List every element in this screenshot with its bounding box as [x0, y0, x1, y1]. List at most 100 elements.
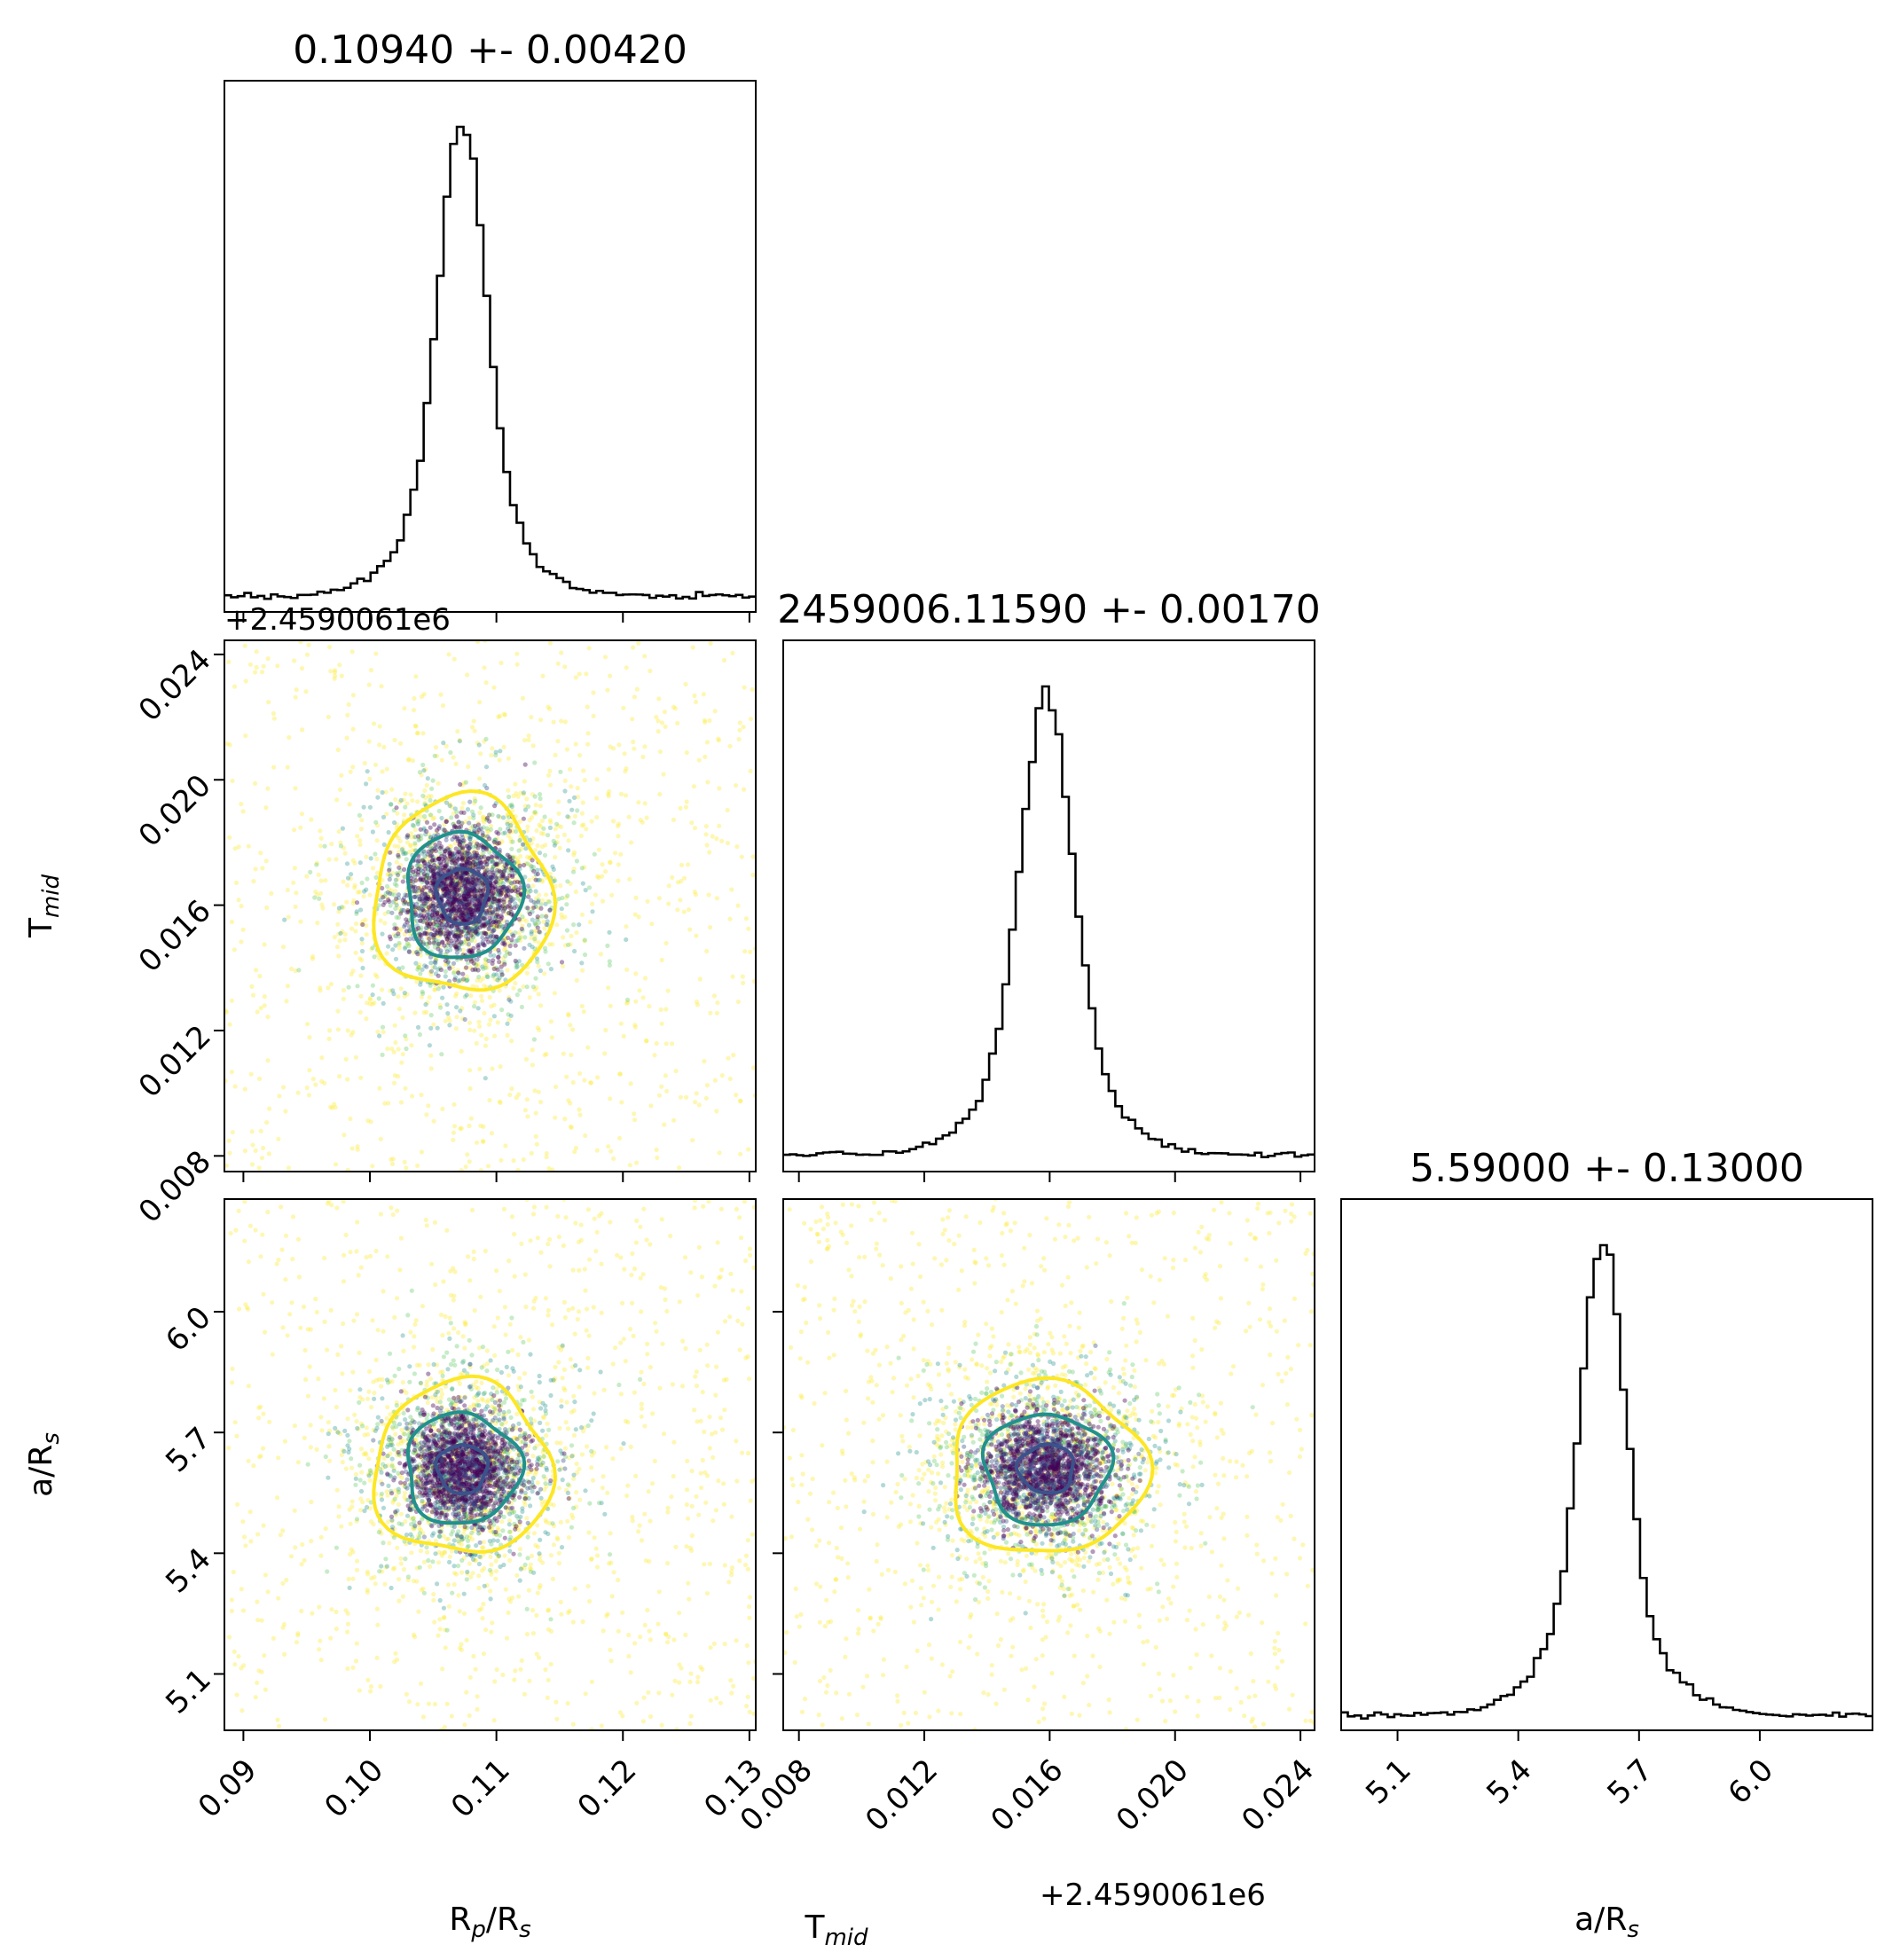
scatter-point: [494, 829, 499, 835]
scatter-point: [747, 1246, 752, 1251]
scatter-point: [632, 694, 638, 700]
scatter-point: [420, 869, 426, 874]
scatter-point: [460, 876, 466, 882]
scatter-point: [467, 1561, 472, 1566]
scatter-point: [499, 660, 504, 666]
scatter-point: [547, 942, 553, 947]
scatter-point: [654, 1147, 659, 1153]
scatter-point: [423, 904, 428, 909]
scatter-point: [432, 878, 437, 884]
scatter-point: [584, 671, 589, 677]
scatter-point: [406, 948, 412, 953]
scatter-point: [437, 856, 443, 861]
scatter-point: [290, 1257, 295, 1262]
scatter-point: [593, 892, 599, 898]
scatter-point: [456, 936, 462, 941]
scatter-point: [507, 910, 513, 915]
scatter-point: [396, 1442, 401, 1447]
scatter-point: [675, 720, 680, 726]
scatter-point: [430, 849, 436, 854]
scatter-point: [644, 1038, 649, 1043]
scatter-point: [518, 1666, 523, 1672]
scatter-point: [625, 1483, 631, 1488]
scatter-point: [517, 988, 522, 993]
scatter-point: [251, 1463, 256, 1469]
scatter-point: [468, 864, 475, 869]
scatter-point: [412, 894, 417, 900]
scatter-point: [276, 1595, 281, 1601]
scatter-point: [498, 814, 503, 820]
scatter-point: [539, 913, 545, 919]
scatter-point: [506, 888, 511, 893]
scatter-point: [747, 1615, 752, 1620]
scatter-point: [317, 1604, 322, 1610]
scatter-point: [472, 896, 477, 901]
scatter-point: [693, 892, 699, 898]
scatter-point: [481, 888, 486, 893]
scatter-point: [546, 1165, 552, 1171]
scatter-point: [420, 887, 425, 893]
scatter-point: [380, 885, 385, 891]
scatter-point: [703, 824, 709, 829]
scatter-point: [524, 796, 530, 802]
scatter-point: [514, 964, 520, 969]
scatter-point: [241, 1608, 247, 1613]
scatter-point: [451, 1326, 457, 1331]
scatter-point: [370, 1447, 375, 1453]
scatter-point: [357, 842, 363, 848]
scatter-point: [490, 875, 495, 881]
scatter-point: [509, 932, 515, 937]
scatter-point: [357, 956, 363, 961]
scatter-point: [607, 1561, 612, 1566]
scatter-point: [413, 960, 419, 966]
scatter-point: [727, 1314, 733, 1320]
scatter-point: [449, 904, 454, 909]
scatter-point: [465, 880, 471, 885]
scatter-point: [503, 906, 508, 911]
scatter-point: [430, 1347, 436, 1352]
scatter-point: [586, 1530, 592, 1535]
scatter-point: [431, 1592, 436, 1597]
scatter-point: [499, 898, 505, 903]
scatter-point: [404, 1691, 409, 1697]
scatter-point: [701, 692, 706, 697]
scatter-point: [527, 1678, 532, 1683]
scatter-point: [392, 1023, 397, 1028]
scatter-point: [328, 982, 334, 987]
scatter-point: [322, 1080, 327, 1086]
scatter-point: [494, 919, 499, 924]
scatter-point: [625, 1420, 631, 1425]
scatter-point: [439, 815, 444, 821]
scatter-point: [232, 1084, 238, 1089]
scatter-point: [624, 665, 629, 670]
scatter-point: [486, 828, 491, 835]
scatter-point: [475, 858, 480, 864]
scatter-point: [716, 736, 721, 741]
scatter-point: [729, 1514, 734, 1519]
scatter-point: [464, 899, 469, 905]
scatter-point: [382, 1101, 388, 1106]
scatter-point: [351, 898, 357, 904]
scatter-point: [515, 1352, 521, 1358]
scatter-point: [404, 992, 410, 997]
scatter-point: [547, 907, 553, 913]
scatter-point: [484, 817, 490, 822]
scatter-point: [456, 874, 462, 880]
scatter-point: [394, 871, 400, 876]
scatter-point: [517, 819, 523, 824]
scatter-point: [530, 1305, 537, 1311]
scatter-point: [300, 1541, 305, 1548]
scatter-point: [694, 1000, 700, 1005]
scatter-point: [360, 965, 365, 971]
scatter-point: [357, 1350, 362, 1355]
scatter-point: [705, 1363, 711, 1368]
scatter-point: [462, 898, 468, 903]
scatter-point: [416, 964, 421, 969]
scatter-point: [232, 1649, 237, 1654]
scatter-point: [496, 869, 501, 874]
scatter-point: [406, 943, 412, 949]
scatter-point: [512, 887, 517, 893]
scatter-point: [263, 805, 269, 811]
scatter-point: [402, 895, 407, 901]
scatter-point: [396, 914, 402, 921]
